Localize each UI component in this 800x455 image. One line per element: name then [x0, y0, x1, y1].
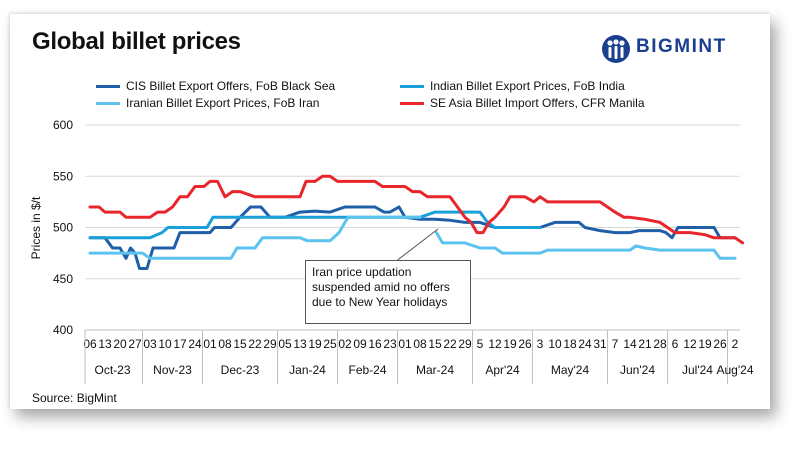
x-axis: 06 13 20 27 03 10 17 24 01 08 15 22 29 05 13 19 25 02 09 16… [83, 330, 754, 384]
legend-swatch-india [400, 84, 424, 88]
source-note: Source: BigMint [32, 391, 117, 405]
x-tick-label: 18 [563, 337, 577, 351]
legend-label-seasia: SE Asia Billet Import Offers, CFR Manila [430, 96, 645, 110]
series-lines [88, 174, 744, 270]
x-tick-label: 2 [732, 337, 739, 351]
x-tick-label: 15 [233, 337, 247, 351]
series-line-0 [88, 205, 737, 270]
x-month-label: Mar-24 [416, 363, 454, 377]
x-month-label: Oct-23 [94, 363, 130, 377]
legend-label-india: Indian Billet Export Prices, FoB India [430, 79, 625, 93]
x-tick-label: 7 [612, 337, 619, 351]
series-line-3 [88, 174, 744, 245]
legend-item-india: Indian Billet Export Prices, FoB India [400, 79, 625, 93]
x-tick-label: 21 [638, 337, 652, 351]
x-tick-label: 13 [98, 337, 112, 351]
x-tick-label: 5 [477, 337, 484, 351]
x-tick-label: 08 [413, 337, 427, 351]
x-month-label: Feb-24 [348, 363, 386, 377]
x-tick-label: 22 [248, 337, 262, 351]
x-tick-label: 05 [278, 337, 292, 351]
x-tick-label: 20 [113, 337, 127, 351]
x-tick-label: 22 [443, 337, 457, 351]
legend-swatch-cis [96, 84, 120, 88]
brand-logo: BIGMINT [600, 34, 770, 64]
y-tick-label: 600 [53, 118, 73, 132]
x-month-label: Aug'24 [717, 363, 754, 377]
x-tick-label: 31 [593, 337, 607, 351]
x-tick-label: 14 [623, 337, 637, 351]
x-month-label: May'24 [551, 363, 590, 377]
x-tick-label: 06 [83, 337, 97, 351]
x-tick-label: 29 [458, 337, 472, 351]
x-tick-label: 10 [158, 337, 172, 351]
x-tick-label: 19 [698, 337, 712, 351]
legend-swatch-iran [96, 101, 120, 105]
x-tick-label: 01 [203, 337, 217, 351]
x-tick-label: 15 [428, 337, 442, 351]
x-tick-label: 10 [548, 337, 562, 351]
x-tick-label: 26 [518, 337, 532, 351]
chart-title: Global billet prices [32, 28, 241, 55]
x-tick-label: 02 [338, 337, 352, 351]
y-tick-label: 400 [53, 323, 73, 337]
x-month-label: Jan-24 [289, 363, 326, 377]
x-tick-label: 24 [578, 337, 592, 351]
legend-swatch-seasia [400, 101, 424, 105]
x-tick-label: 16 [368, 337, 382, 351]
x-tick-label: 28 [653, 337, 667, 351]
series-line-2 [88, 215, 737, 260]
x-month-label: Jun'24 [620, 363, 655, 377]
y-axis-label: Prices in $/t [29, 196, 43, 259]
legend-item-cis: CIS Billet Export Offers, FoB Black Sea [96, 79, 335, 93]
x-tick-label: 26 [713, 337, 727, 351]
x-tick-label: 17 [173, 337, 187, 351]
x-tick-label: 27 [128, 337, 142, 351]
x-month-label: Dec-23 [221, 363, 260, 377]
x-tick-label: 6 [672, 337, 679, 351]
x-month-label: Nov-23 [153, 363, 192, 377]
x-month-label: Jul'24 [682, 363, 713, 377]
x-tick-label: 12 [683, 337, 697, 351]
x-tick-label: 19 [308, 337, 322, 351]
x-tick-label: 09 [353, 337, 367, 351]
legend-label-cis: CIS Billet Export Offers, FoB Black Sea [126, 79, 336, 93]
y-axis-ticks: 400 450 500 550 600 [53, 118, 73, 337]
x-tick-label: 29 [263, 337, 277, 351]
y-tick-label: 450 [53, 272, 73, 286]
x-tick-label: 19 [503, 337, 517, 351]
legend-item-iran: Iranian Billet Export Prices, FoB Iran [96, 96, 319, 110]
annotation-leader [394, 228, 439, 263]
x-tick-label: 01 [398, 337, 412, 351]
x-tick-label: 25 [323, 337, 337, 351]
x-tick-label: 23 [383, 337, 397, 351]
x-tick-label: 24 [188, 337, 202, 351]
series-line-1 [88, 210, 542, 240]
x-tick-label: 3 [537, 337, 544, 351]
x-tick-label: 08 [218, 337, 232, 351]
legend-label-iran: Iranian Billet Export Prices, FoB Iran [126, 96, 320, 110]
x-tick-label: 03 [143, 337, 157, 351]
x-tick-label: 12 [488, 337, 502, 351]
legend-item-seasia: SE Asia Billet Import Offers, CFR Manila [400, 96, 645, 110]
y-tick-label: 550 [53, 169, 73, 183]
x-tick-label: 13 [293, 337, 307, 351]
bigmint-logo-icon [602, 35, 630, 63]
annotation-callout: Iran price updation suspended amid no of… [305, 260, 471, 324]
x-month-label: Apr'24 [485, 363, 520, 377]
brand-name: BIGMINT [636, 36, 727, 57]
y-tick-label: 500 [53, 221, 73, 235]
